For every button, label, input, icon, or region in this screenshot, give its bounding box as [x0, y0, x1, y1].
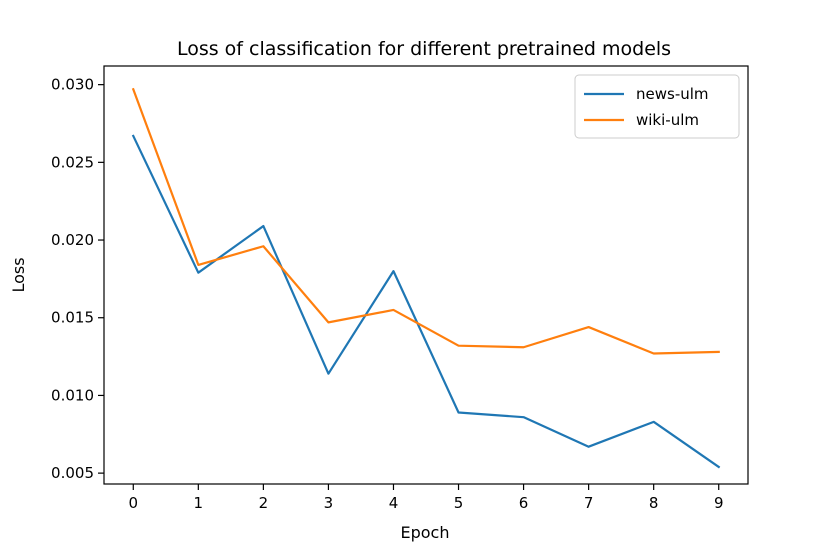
legend-label-wiki-ulm: wiki-ulm [636, 111, 699, 129]
x-tick-label: 8 [649, 494, 659, 512]
y-tick-label: 0.030 [51, 76, 94, 94]
x-tick-label: 5 [454, 494, 464, 512]
x-tick-label: 4 [389, 494, 399, 512]
x-tick-label: 7 [584, 494, 594, 512]
y-tick-label: 0.010 [51, 386, 94, 404]
legend-frame [574, 74, 740, 139]
x-tick-label: 3 [324, 494, 334, 512]
y-tick-label: 0.015 [51, 309, 94, 327]
series-layer [131, 87, 721, 469]
series-line-wiki-ulm [131, 87, 720, 355]
y-axis-label: Loss [9, 257, 28, 292]
x-tick-label: 1 [194, 494, 204, 512]
y-tick-label: 0.020 [51, 231, 94, 249]
chart-title: Loss of classification for different pre… [177, 38, 671, 60]
x-tick-label: 6 [519, 494, 529, 512]
axes-frame [103, 65, 749, 485]
x-tick-label: 0 [128, 494, 138, 512]
x-tick-label: 9 [714, 494, 724, 512]
plot-area [103, 65, 749, 485]
y-tick-label: 0.025 [51, 153, 94, 171]
x-tick-label: 2 [259, 494, 269, 512]
y-axis: 0.005 0.010 0.015 0.020 0.025 0.030 [51, 76, 104, 482]
y-tick-label: 0.005 [51, 464, 94, 482]
x-axis-label: Epoch [401, 523, 450, 542]
legend-label-news-ulm: news-ulm [636, 85, 709, 103]
series-line-news-ulm [131, 134, 721, 469]
legend: news-ulm wiki-ulm [574, 74, 740, 139]
x-axis: 0 1 2 3 4 5 6 7 8 9 [128, 484, 724, 512]
